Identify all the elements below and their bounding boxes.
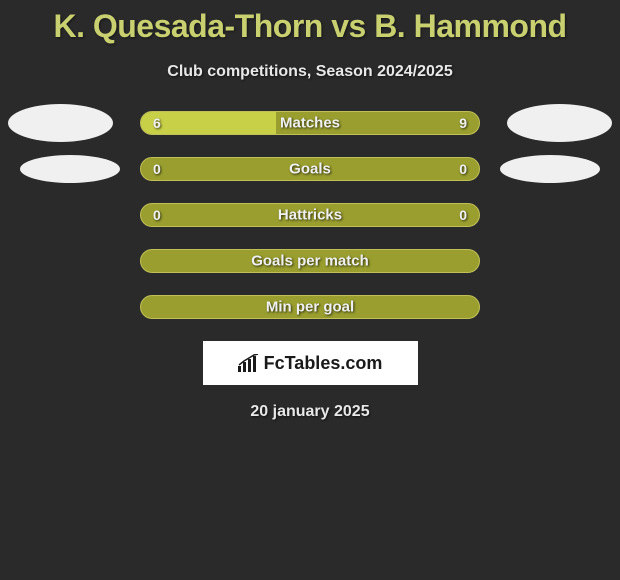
player-avatar-icon xyxy=(500,155,600,183)
stat-row-matches: 6 Matches 9 xyxy=(0,111,620,135)
bar-goals: 0 Goals 0 xyxy=(140,157,480,181)
avatar-right-2 xyxy=(500,155,600,183)
logo-text: FcTables.com xyxy=(264,353,383,374)
date-label: 20 january 2025 xyxy=(0,403,620,421)
avatar-left-1 xyxy=(8,104,113,142)
main-container: K. Quesada-Thorn vs B. Hammond Club comp… xyxy=(0,0,620,421)
player-avatar-icon xyxy=(20,155,120,183)
stat-label: Hattricks xyxy=(278,207,342,224)
bar-min-per-goal: Min per goal xyxy=(140,295,480,319)
stat-row-goals-per-match: Goals per match xyxy=(0,249,620,273)
avatar-right-1 xyxy=(507,104,612,142)
stat-label: Matches xyxy=(280,115,340,132)
page-title: K. Quesada-Thorn vs B. Hammond xyxy=(0,8,620,45)
stat-row-min-per-goal: Min per goal xyxy=(0,295,620,319)
bar-hattricks: 0 Hattricks 0 xyxy=(140,203,480,227)
stat-label: Goals per match xyxy=(251,253,369,270)
stat-value-left: 0 xyxy=(153,161,161,177)
subtitle: Club competitions, Season 2024/2025 xyxy=(0,63,620,81)
stat-value-right: 9 xyxy=(459,115,467,131)
player-avatar-icon xyxy=(507,104,612,142)
stat-value-right: 0 xyxy=(459,161,467,177)
stat-row-goals: 0 Goals 0 xyxy=(0,157,620,181)
stat-row-hattricks: 0 Hattricks 0 xyxy=(0,203,620,227)
stat-label: Goals xyxy=(289,161,331,178)
bar-goals-per-match: Goals per match xyxy=(140,249,480,273)
chart-icon xyxy=(238,354,260,372)
stat-value-left: 6 xyxy=(153,115,161,131)
player-avatar-icon xyxy=(8,104,113,142)
stat-label: Min per goal xyxy=(266,299,354,316)
logo-box: FcTables.com xyxy=(203,341,418,385)
stat-value-right: 0 xyxy=(459,207,467,223)
bar-matches: 6 Matches 9 xyxy=(140,111,480,135)
comparison-area: 6 Matches 9 0 Goals 0 0 H xyxy=(0,111,620,319)
logo-content: FcTables.com xyxy=(238,353,383,374)
avatar-left-2 xyxy=(20,155,120,183)
stat-value-left: 0 xyxy=(153,207,161,223)
bar-fill-left xyxy=(141,112,276,134)
